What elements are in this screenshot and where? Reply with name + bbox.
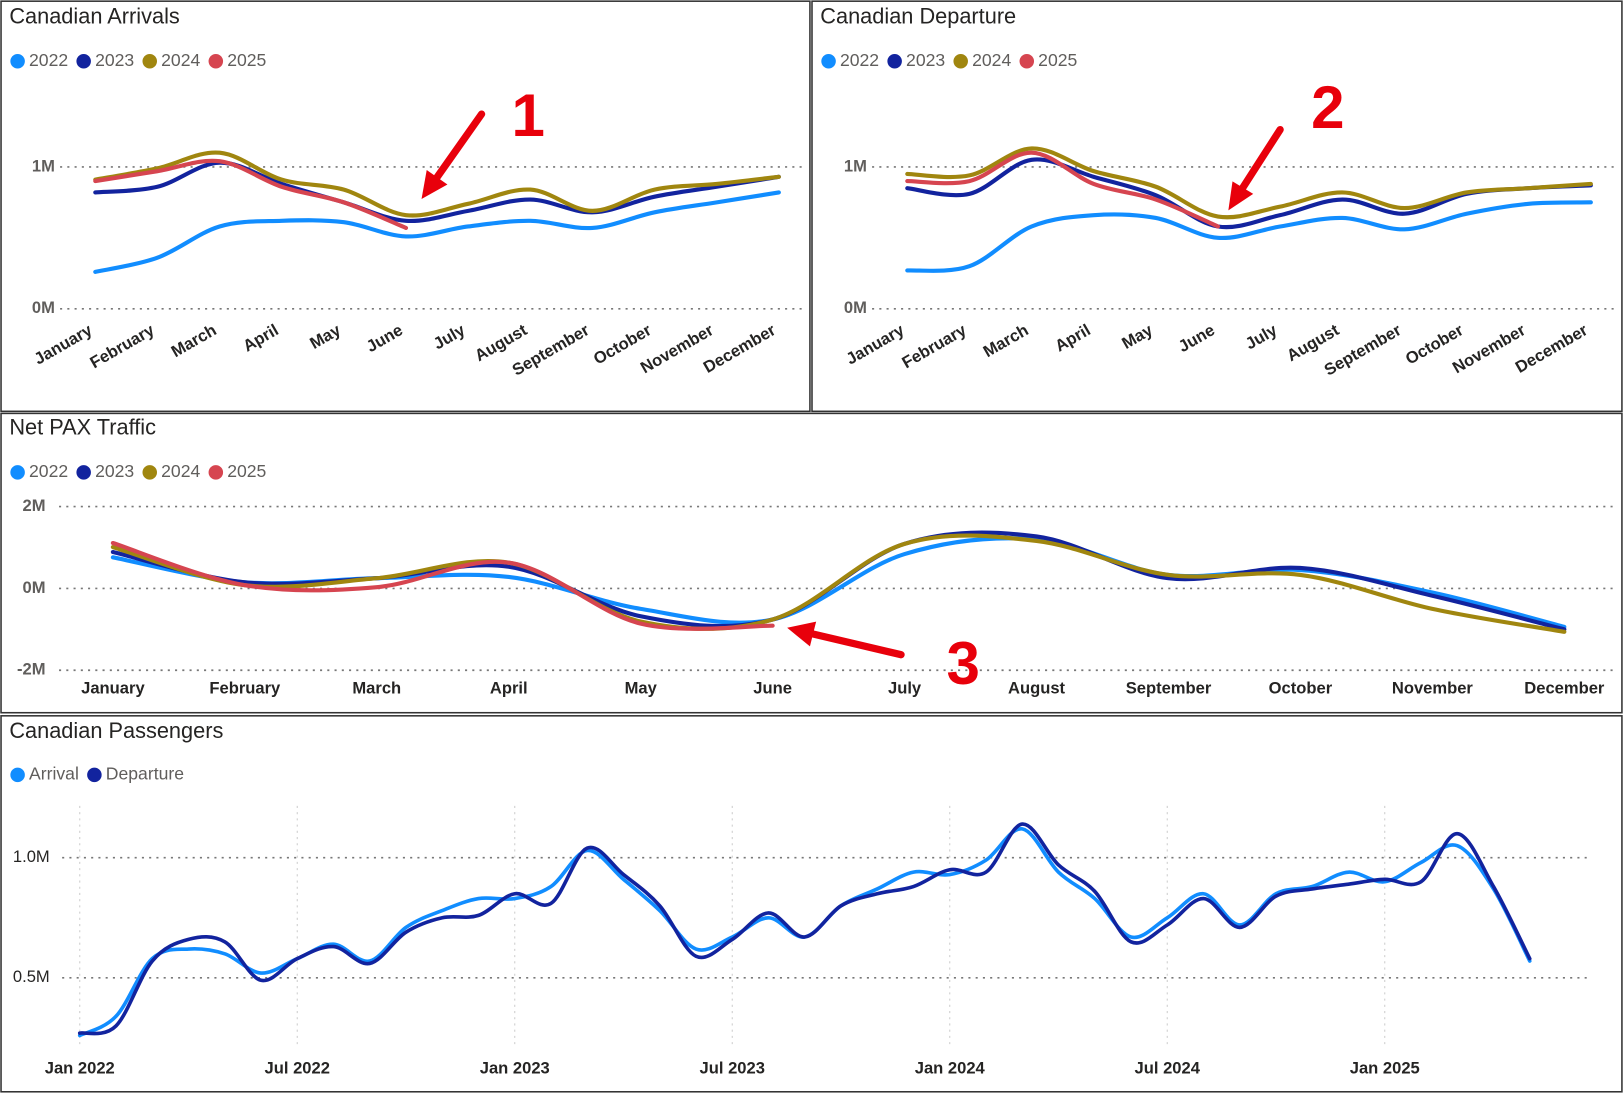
y-tick-label: 1M <box>32 156 55 175</box>
legend-label: Departure <box>106 764 184 784</box>
x-tick-label: Jul 2023 <box>700 1058 765 1077</box>
x-tick-label: January <box>31 320 96 369</box>
x-tick-label: May <box>1118 320 1156 353</box>
arrow <box>809 630 905 659</box>
series-line <box>110 533 1567 634</box>
legend-label: 2025 <box>227 461 266 481</box>
legend-marker <box>1019 54 1035 69</box>
x-tick-label: July <box>430 320 469 353</box>
legend-label: 2024 <box>161 50 200 70</box>
legend-marker <box>10 465 25 480</box>
legend-label: 2024 <box>972 50 1011 70</box>
chart-title: Canadian Arrivals <box>9 4 180 29</box>
chart-title: Canadian Passengers <box>9 718 223 743</box>
x-tick-label: Jan 2025 <box>1350 1058 1420 1077</box>
x-tick-label: January <box>843 320 908 369</box>
x-tick-label: Jan 2023 <box>480 1058 550 1077</box>
annotation: 1 <box>512 82 545 149</box>
arrow <box>433 110 486 181</box>
y-tick-label: -2M <box>17 660 46 679</box>
x-tick-label: March <box>168 320 220 361</box>
legend-label: 2022 <box>29 50 68 70</box>
x-tick-label: Jul 2024 <box>1135 1058 1201 1077</box>
y-tick-label: 0.5M <box>13 967 50 986</box>
x-tick-label: July <box>1242 320 1281 353</box>
series-line <box>93 158 409 230</box>
x-tick-label: February <box>87 320 159 372</box>
x-tick-label: February <box>209 678 281 697</box>
arrow-head <box>1228 181 1254 211</box>
legend-marker <box>887 54 902 69</box>
series-line <box>93 190 781 274</box>
panel-border <box>0 0 811 413</box>
chart-title: Canadian Departure <box>820 4 1016 29</box>
annotation: 3 <box>947 630 980 697</box>
x-tick-label: July <box>888 678 922 697</box>
x-tick-label: May <box>306 320 344 353</box>
annotation-arrows <box>421 110 1284 659</box>
legend-label: 2023 <box>95 50 134 70</box>
legend-marker <box>76 54 91 69</box>
panel-border <box>0 412 1623 714</box>
arrow-head <box>421 170 448 199</box>
y-tick-label: 1.0M <box>13 847 50 866</box>
series-line <box>905 146 1593 220</box>
x-tick-label: April <box>1052 320 1094 355</box>
legend-marker <box>87 767 102 783</box>
x-tick-label: May <box>625 678 658 697</box>
legend-marker <box>208 465 224 480</box>
legend-marker <box>142 465 157 480</box>
x-tick-label: June <box>753 678 792 697</box>
series-line <box>905 200 1593 273</box>
panel-border <box>0 715 1623 1093</box>
legend-marker <box>10 767 25 783</box>
y-tick-label: 2M <box>23 496 46 515</box>
panel-border <box>811 0 1623 413</box>
legend-marker <box>821 54 836 69</box>
legend-label: 2023 <box>906 50 945 70</box>
x-tick-label: June <box>363 320 406 356</box>
legend-label: 2023 <box>95 461 134 481</box>
x-tick-label: Jan 2022 <box>45 1058 115 1077</box>
legend-label: 2025 <box>1038 50 1077 70</box>
series-line <box>93 160 781 224</box>
legend-marker <box>208 54 224 69</box>
x-tick-label: January <box>81 678 145 697</box>
x-tick-label: Jan 2024 <box>915 1058 986 1077</box>
y-tick-label: 0M <box>844 298 867 317</box>
y-tick-label: 0M <box>32 298 55 317</box>
x-tick-label: March <box>980 320 1032 361</box>
legend-marker <box>953 54 968 69</box>
x-tick-label: November <box>1392 678 1474 697</box>
y-tick-label: 0M <box>23 578 46 597</box>
x-tick-label: Jul 2022 <box>265 1058 330 1077</box>
arrow <box>1239 125 1284 192</box>
x-tick-label: April <box>240 320 282 355</box>
series-line <box>110 540 775 631</box>
legend-label: 2022 <box>29 461 68 481</box>
legend-marker <box>76 465 91 480</box>
legend-label: 2025 <box>227 50 266 70</box>
legend-label: Arrival <box>29 764 79 784</box>
annotation: 2 <box>1311 74 1344 141</box>
chart-title: Net PAX Traffic <box>9 415 156 440</box>
x-tick-label: February <box>899 320 971 372</box>
x-tick-label: April <box>490 678 528 697</box>
x-tick-label: September <box>1126 678 1212 697</box>
series-line <box>93 150 781 218</box>
x-tick-label: June <box>1175 320 1218 356</box>
legend-marker <box>142 54 157 69</box>
x-tick-label: March <box>352 678 401 697</box>
x-tick-label: August <box>1008 678 1066 697</box>
series-line <box>905 150 1221 229</box>
series-line <box>77 822 1532 1036</box>
legend-marker <box>10 54 25 69</box>
y-tick-label: 1M <box>844 156 867 175</box>
arrow-head <box>787 621 817 647</box>
legend-label: 2024 <box>161 461 200 481</box>
x-tick-label: December <box>1524 678 1605 697</box>
legend-label: 2022 <box>840 50 879 70</box>
x-tick-label: October <box>1269 678 1333 697</box>
